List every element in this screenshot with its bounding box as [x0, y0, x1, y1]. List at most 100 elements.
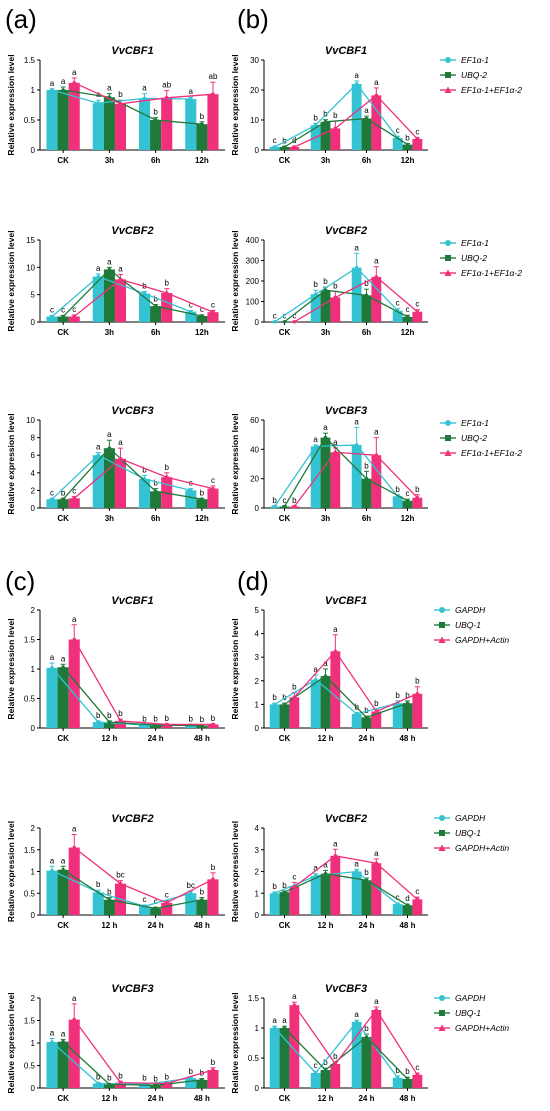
series-point — [374, 861, 379, 866]
significance-letter: b — [313, 280, 318, 289]
legend-label: EF1α-1+EF1α-2 — [461, 85, 522, 95]
bar — [46, 1042, 58, 1088]
y-axis-label: Relative expression level — [6, 230, 16, 331]
legend-marker-square — [445, 435, 451, 441]
significance-letter: c — [189, 301, 193, 310]
significance-letter: b — [364, 461, 369, 470]
bar — [392, 904, 403, 915]
bar — [351, 267, 362, 322]
legend: GAPDH UBQ-1 GAPDH+Actin — [434, 813, 509, 853]
series-point — [415, 309, 420, 314]
series-point — [354, 712, 359, 716]
chart-title: VvCBF3 — [111, 983, 153, 995]
series-point — [292, 319, 297, 324]
legend-marker-circle — [445, 420, 451, 426]
y-tick-label: 10 — [26, 416, 35, 425]
legend: GAPDH UBQ-1 GAPDH+Actin — [434, 605, 509, 645]
x-tick-label: CK — [57, 514, 69, 523]
significance-letter: a — [354, 243, 359, 252]
series-point — [323, 1068, 328, 1072]
bar — [392, 138, 403, 150]
y-tick-label: 3 — [255, 846, 260, 855]
significance-letter: a — [61, 856, 66, 865]
bar — [46, 499, 58, 508]
significance-letter: b — [164, 463, 169, 472]
significance-letter: a — [61, 1029, 66, 1038]
chart-a2: VvCBF2 Relative expression level 0 5 10 15 CK 3… — [6, 225, 225, 337]
bar — [412, 899, 423, 915]
y-tick-label: 0.5 — [24, 695, 36, 704]
y-tick-label: 1 — [255, 889, 260, 898]
x-tick-label: 24 h — [358, 921, 374, 930]
bar — [412, 311, 423, 322]
significance-letter: b — [292, 683, 297, 692]
y-tick-label: 20 — [250, 86, 259, 95]
y-axis-label: Relative expression level — [6, 992, 16, 1093]
significance-letter: b — [189, 714, 194, 723]
significance-letter: c — [314, 1061, 318, 1070]
x-tick-label: 48 h — [194, 921, 210, 930]
bar — [92, 892, 104, 915]
bar — [138, 906, 151, 915]
significance-letter: c — [396, 893, 400, 902]
bar — [392, 703, 403, 728]
series-line — [284, 675, 408, 719]
significance-letter: b — [415, 485, 420, 494]
x-tick-label: CK — [279, 1094, 291, 1103]
legend-label: GAPDH+Actin — [455, 1023, 509, 1033]
chart-b1: VvCBF1 Relative expression level 0 10 20 30 CK… — [230, 45, 522, 165]
bar — [289, 697, 300, 728]
significance-letter: a — [50, 1029, 55, 1038]
series-point — [142, 96, 147, 101]
bar — [68, 316, 80, 322]
bar — [57, 1041, 69, 1088]
x-tick-label: 12h — [401, 156, 415, 165]
x-tick-label: CK — [279, 328, 291, 337]
bar — [185, 311, 197, 322]
significance-letter: a — [323, 860, 328, 869]
legend-marker-triangle — [444, 449, 452, 456]
bar — [114, 279, 127, 322]
chart-title: VvCBF2 — [325, 813, 367, 825]
chart-b2: VvCBF2 Relative expression level 0 100 200 30… — [230, 225, 522, 337]
y-tick-label: 0 — [255, 146, 260, 155]
series-point — [292, 145, 297, 149]
bar — [114, 1082, 127, 1088]
series-point — [107, 267, 112, 272]
legend-label: GAPDH+Actin — [455, 635, 509, 645]
significance-letter: b — [364, 1024, 369, 1033]
series-point — [405, 142, 410, 147]
bar — [289, 886, 300, 915]
bar — [289, 1005, 300, 1088]
series-point — [61, 867, 65, 872]
legend-marker-circle — [439, 815, 445, 821]
bar — [196, 1079, 208, 1088]
bar — [412, 693, 423, 728]
significance-letter: b — [292, 496, 297, 505]
y-tick-label: 1.5 — [24, 1017, 36, 1026]
legend-label: EF1α-1+EF1α-2 — [461, 268, 522, 278]
x-tick-label: CK — [57, 734, 69, 743]
series-point — [415, 495, 420, 500]
bar — [371, 276, 382, 322]
series-point — [333, 1062, 338, 1066]
bar — [269, 893, 280, 915]
legend-label: UBQ-2 — [461, 253, 487, 263]
bar — [412, 138, 423, 150]
bar — [330, 1064, 341, 1088]
series-point — [292, 695, 297, 700]
series-line — [284, 873, 408, 906]
series-point — [118, 102, 123, 106]
y-axis-label: Relative expression level — [6, 54, 16, 155]
significance-letter: b — [313, 113, 318, 122]
bar — [185, 893, 197, 915]
bar — [320, 873, 331, 915]
x-tick-label: CK — [57, 1094, 69, 1103]
significance-letter: a — [292, 992, 297, 1001]
series-point — [188, 97, 193, 101]
x-tick-label: 48 h — [194, 734, 210, 743]
bar — [92, 455, 104, 508]
y-tick-label: 100 — [246, 298, 260, 307]
significance-letter: b — [272, 496, 277, 505]
series-point — [282, 1026, 287, 1030]
